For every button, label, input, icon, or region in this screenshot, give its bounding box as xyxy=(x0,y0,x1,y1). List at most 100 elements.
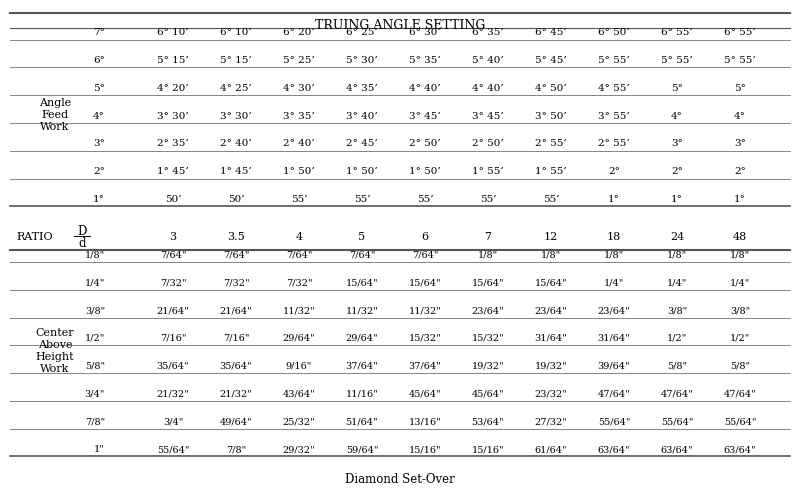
Text: 51/64": 51/64" xyxy=(346,416,378,426)
Text: 7/64": 7/64" xyxy=(222,250,250,259)
Text: 3°: 3° xyxy=(93,139,105,148)
Text: 5° 30’: 5° 30’ xyxy=(346,56,378,65)
Text: 5° 40’: 5° 40’ xyxy=(472,56,504,65)
Text: 7/64": 7/64" xyxy=(349,250,375,259)
Text: 23/64": 23/64" xyxy=(598,305,630,314)
Text: 6° 25’: 6° 25’ xyxy=(346,28,378,37)
Text: 15/64": 15/64" xyxy=(472,278,504,287)
Text: 45/64": 45/64" xyxy=(409,388,442,398)
Text: 15/32": 15/32" xyxy=(409,333,442,342)
Text: 5°: 5° xyxy=(671,83,683,93)
Text: 1°: 1° xyxy=(671,195,683,203)
Text: 1/8": 1/8" xyxy=(730,250,750,259)
Text: 1° 50’: 1° 50’ xyxy=(346,167,378,176)
Text: 4° 20’: 4° 20’ xyxy=(157,83,189,93)
Text: 7/64": 7/64" xyxy=(412,250,438,259)
Text: Diamond Set-Over: Diamond Set-Over xyxy=(345,472,455,486)
Text: 2° 50’: 2° 50’ xyxy=(472,139,504,148)
Text: 2°: 2° xyxy=(671,167,683,176)
Text: 6° 50’: 6° 50’ xyxy=(598,28,630,37)
Text: 7/8": 7/8" xyxy=(226,444,246,453)
Text: 3: 3 xyxy=(170,232,177,242)
Text: Angle: Angle xyxy=(39,98,71,108)
Text: 1° 45’: 1° 45’ xyxy=(157,167,189,176)
Text: 6° 55’: 6° 55’ xyxy=(724,28,756,37)
Text: 63/64": 63/64" xyxy=(598,444,630,453)
Text: 55’: 55’ xyxy=(290,195,307,203)
Text: 18: 18 xyxy=(607,232,621,242)
Text: 3°: 3° xyxy=(671,139,683,148)
Text: 31/64": 31/64" xyxy=(534,333,567,342)
Text: 5° 55’: 5° 55’ xyxy=(724,56,756,65)
Text: 7/16": 7/16" xyxy=(222,333,250,342)
Text: Feed: Feed xyxy=(42,110,69,120)
Text: 63/64": 63/64" xyxy=(661,444,694,453)
Text: 7: 7 xyxy=(485,232,491,242)
Text: 15/16": 15/16" xyxy=(409,444,442,453)
Text: D: D xyxy=(78,224,86,237)
Text: 1/2": 1/2" xyxy=(85,333,105,342)
Text: 4° 40’: 4° 40’ xyxy=(409,83,441,93)
Text: 5°: 5° xyxy=(734,83,746,93)
Text: 4°: 4° xyxy=(93,111,105,121)
Text: 1° 45’: 1° 45’ xyxy=(220,167,252,176)
Text: 7/64": 7/64" xyxy=(160,250,186,259)
Text: 37/64": 37/64" xyxy=(409,361,442,370)
Text: 4°: 4° xyxy=(671,111,683,121)
Text: 13/16": 13/16" xyxy=(409,416,442,426)
Text: 11/32": 11/32" xyxy=(409,305,442,314)
Text: d: d xyxy=(78,236,86,249)
Text: 5° 15’: 5° 15’ xyxy=(157,56,189,65)
Text: 1/4": 1/4" xyxy=(730,278,750,287)
Text: 3/4": 3/4" xyxy=(85,388,105,398)
Text: 2° 55’: 2° 55’ xyxy=(535,139,567,148)
Text: 29/64": 29/64" xyxy=(282,333,315,342)
Text: 6° 55’: 6° 55’ xyxy=(661,28,693,37)
Text: 5° 45’: 5° 45’ xyxy=(535,56,567,65)
Text: 1/8": 1/8" xyxy=(478,250,498,259)
Text: 2° 50’: 2° 50’ xyxy=(409,139,441,148)
Text: 55/64": 55/64" xyxy=(157,444,190,453)
Text: 11/16": 11/16" xyxy=(346,388,378,398)
Text: 15/64": 15/64" xyxy=(346,278,378,287)
Text: 3° 50’: 3° 50’ xyxy=(535,111,567,121)
Text: 1°: 1° xyxy=(93,195,105,203)
Text: 1/8": 1/8" xyxy=(604,250,624,259)
Text: 15/32": 15/32" xyxy=(472,333,504,342)
Text: 25/32": 25/32" xyxy=(282,416,315,426)
Text: 15/16": 15/16" xyxy=(472,444,504,453)
Text: 3/8": 3/8" xyxy=(730,305,750,314)
Text: 1° 55’: 1° 55’ xyxy=(472,167,504,176)
Text: 1": 1" xyxy=(94,444,105,453)
Text: 1/2": 1/2" xyxy=(730,333,750,342)
Text: 7/8": 7/8" xyxy=(85,416,105,426)
Text: 5° 55’: 5° 55’ xyxy=(598,56,630,65)
Text: 2° 40’: 2° 40’ xyxy=(220,139,252,148)
Text: 19/32": 19/32" xyxy=(534,361,567,370)
Text: 1/2": 1/2" xyxy=(667,333,687,342)
Text: 1/4": 1/4" xyxy=(667,278,687,287)
Text: 3° 30’: 3° 30’ xyxy=(157,111,189,121)
Text: 1° 50’: 1° 50’ xyxy=(409,167,441,176)
Text: 7/32": 7/32" xyxy=(286,278,312,287)
Text: 4° 50’: 4° 50’ xyxy=(535,83,567,93)
Text: 48: 48 xyxy=(733,232,747,242)
Text: 24: 24 xyxy=(670,232,684,242)
Text: 1°: 1° xyxy=(734,195,746,203)
Text: TRUING ANGLE SETTING: TRUING ANGLE SETTING xyxy=(315,19,485,32)
Text: 5: 5 xyxy=(358,232,366,242)
Text: 1° 50’: 1° 50’ xyxy=(283,167,315,176)
Text: 12: 12 xyxy=(544,232,558,242)
Text: 55’: 55’ xyxy=(480,195,496,203)
Text: 47/64": 47/64" xyxy=(661,388,694,398)
Text: 27/32": 27/32" xyxy=(534,416,567,426)
Text: 50’: 50’ xyxy=(228,195,244,203)
Text: 1/8": 1/8" xyxy=(541,250,561,259)
Text: 23/64": 23/64" xyxy=(472,305,504,314)
Text: 23/64": 23/64" xyxy=(534,305,567,314)
Text: 43/64": 43/64" xyxy=(282,388,315,398)
Text: 4: 4 xyxy=(295,232,302,242)
Text: Center: Center xyxy=(36,328,74,338)
Text: 21/32": 21/32" xyxy=(157,388,190,398)
Text: Above: Above xyxy=(38,340,72,349)
